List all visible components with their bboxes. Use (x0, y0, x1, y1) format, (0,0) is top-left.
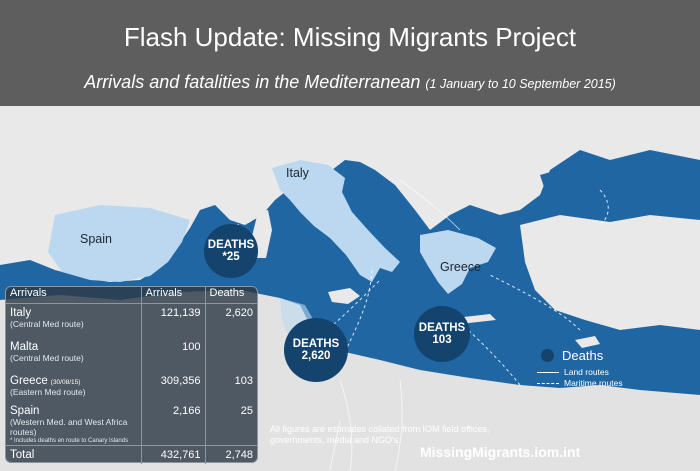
greece-landmass (420, 230, 496, 294)
page-title: Flash Update: Missing Migrants Project (123, 22, 577, 52)
country-label-italy: Italy (286, 166, 309, 180)
maritime-route-legend-icon (537, 383, 559, 384)
table-row: Greece (30/08/15) (Eastern Med route) 30… (6, 373, 257, 403)
row-route: (Western Med. and West Africa routes) (10, 417, 128, 437)
cyprus-landmass (575, 336, 600, 348)
row-date: (30/08/15) (50, 379, 81, 386)
website-link[interactable]: MissingMigrants.iom.int (420, 444, 581, 460)
total-arrivals: 432,761 (140, 445, 205, 464)
row-arrivals: 2,166 (140, 403, 205, 446)
spain-landmass (48, 205, 190, 282)
deaths-legend-icon (541, 349, 554, 362)
maritime-routes (209, 189, 609, 386)
legend-maritime-routes: Maritime routes (564, 378, 623, 388)
row-deaths: 103 (204, 373, 257, 403)
table-row: Malta (Central Med route) 100 (6, 337, 257, 373)
source-note: All figures are estimates collated from … (270, 424, 490, 445)
deaths-marker-eastern-med: DEATHS 103 (414, 306, 470, 362)
legend-title: Deaths (562, 348, 604, 363)
row-arrivals: 100 (140, 337, 205, 373)
row-country: Spain (10, 405, 40, 417)
row-country: Greece (10, 375, 48, 387)
sicily-landmass (328, 288, 360, 304)
deaths-marker-spain: DEATHS *25 (204, 224, 258, 278)
header-bar: Flash Update: Missing Migrants Project A… (0, 0, 700, 106)
column-header-deaths: Deaths (204, 287, 257, 304)
deaths-marker-label: DEATHS (418, 322, 466, 334)
deaths-marker-label: DEATHS (292, 338, 340, 350)
row-country: Malta (10, 341, 39, 353)
deaths-marker-central-med: DEATHS 2,620 (284, 318, 348, 382)
row-route: (Central Med route) (10, 318, 84, 329)
table-row: Italy (Central Med route) 121,139 2,620 (6, 303, 257, 337)
subtitle-main: Arrivals and fatalities in the Mediterra… (84, 72, 421, 92)
country-label-spain: Spain (80, 232, 112, 246)
land-route-legend-icon (537, 372, 559, 373)
row-footnote: * Includes deaths en route to Canary Isl… (10, 438, 129, 444)
row-deaths: 25 (204, 403, 257, 446)
column-header-country: Arrivals (6, 287, 141, 304)
table-row: Spain (Western Med. and West Africa rout… (6, 403, 257, 446)
total-label: Total (6, 445, 141, 464)
italy-landmass (272, 160, 400, 282)
row-route: (Eastern Med route) (10, 387, 86, 397)
row-route: (Central Med route) (10, 353, 84, 363)
legend-land-routes: Land routes (564, 367, 609, 377)
deaths-marker-value: 103 (432, 334, 452, 346)
table-total-row: Total 432,761 2,748 (6, 445, 257, 464)
anatolia-landmass (520, 215, 700, 330)
arrivals-deaths-table: Arrivals Arrivals Deaths Italy (Central … (5, 286, 258, 464)
row-arrivals: 121,139 (140, 303, 205, 337)
land-routes (329, 179, 461, 471)
total-deaths: 2,748 (204, 445, 257, 464)
country-label-greece: Greece (440, 260, 481, 274)
column-header-arrivals: Arrivals (140, 287, 205, 304)
deaths-marker-value: *25 (222, 251, 240, 263)
black-sea (540, 165, 665, 215)
row-country: Italy (10, 306, 32, 319)
deaths-marker-value: 2,620 (301, 350, 331, 362)
row-arrivals: 309,356 (140, 373, 205, 403)
row-deaths (204, 337, 257, 373)
row-deaths: 2,620 (204, 303, 257, 337)
subtitle-dates: (1 January to 10 September 2015) (425, 77, 616, 91)
page-subtitle: Arrivals and fatalities in the Mediterra… (0, 72, 700, 93)
deaths-marker-label: DEATHS (207, 239, 255, 251)
